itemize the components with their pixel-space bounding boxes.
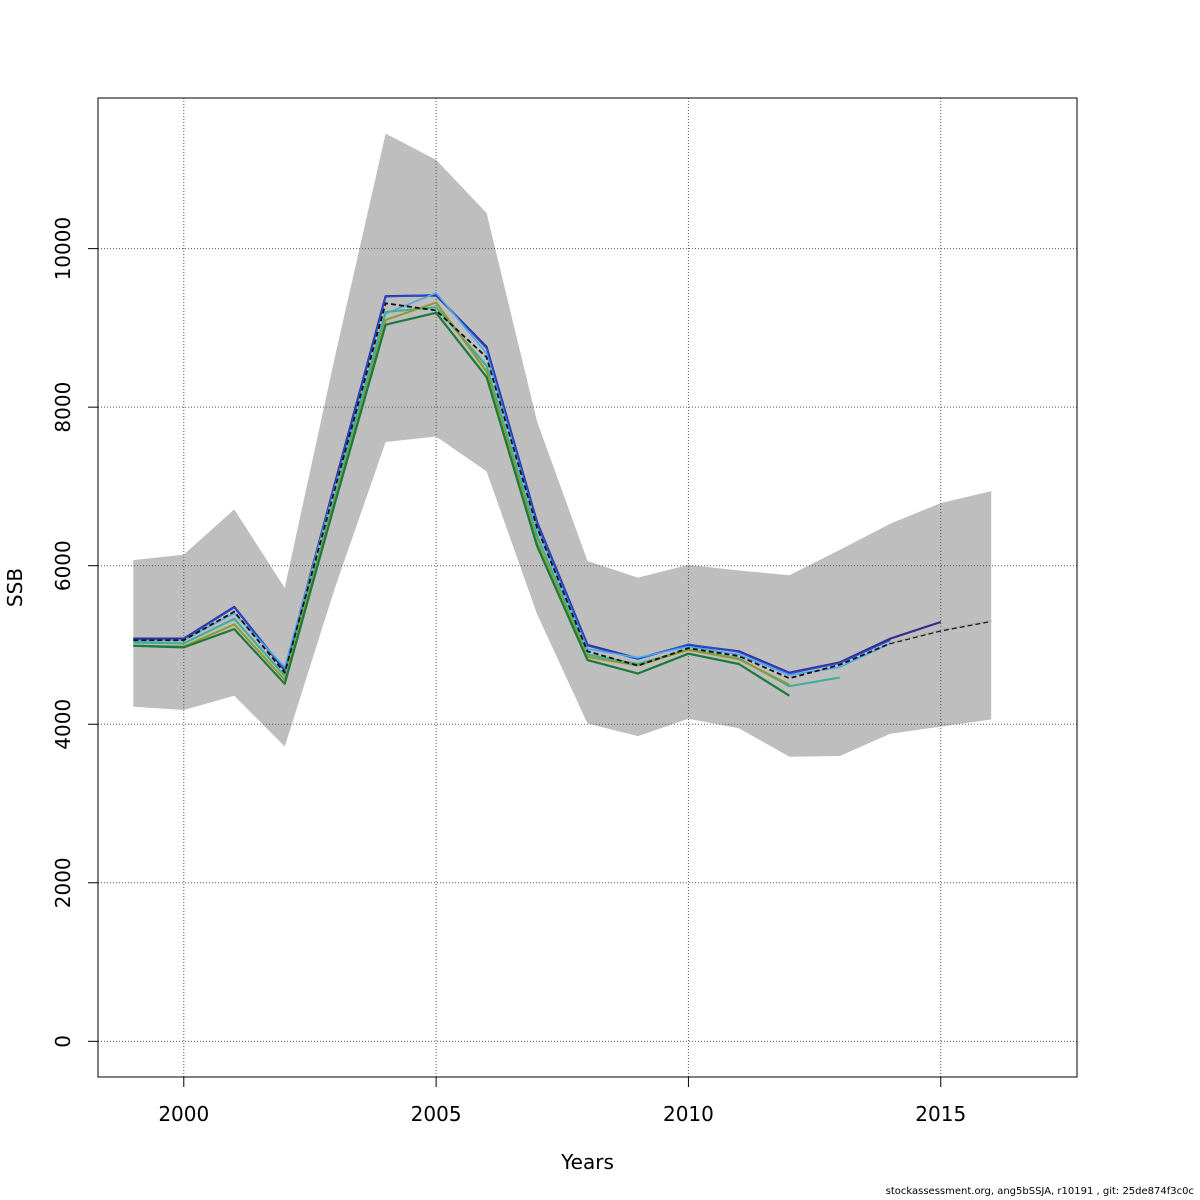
y-tick-label: 4000 [51,699,75,750]
confidence-band [133,133,992,757]
y-axis-label: SSB [3,568,27,607]
y-tick-label: 10000 [51,217,75,281]
x-tick-label: 2015 [915,1102,966,1126]
series-line-6 [133,311,790,697]
y-tick-label: 6000 [51,540,75,591]
x-tick-label: 2010 [663,1102,714,1126]
plot-frame [97,97,1078,1078]
y-tick-label: 2000 [51,857,75,908]
x-tick-label: 2005 [411,1102,462,1126]
series-line-7 [133,302,992,680]
y-tick-label: 8000 [51,382,75,433]
x-tick-label: 2000 [158,1102,209,1126]
x-axis-label: Years [560,1150,614,1174]
y-tick-label: 0 [51,1035,75,1048]
series-line-8 [890,619,992,644]
series-line-5 [133,301,790,686]
footer-credit: stockassessment.org, ang5bSSJA, r10191 ,… [885,1186,1194,1197]
series-line-2 [133,293,891,675]
